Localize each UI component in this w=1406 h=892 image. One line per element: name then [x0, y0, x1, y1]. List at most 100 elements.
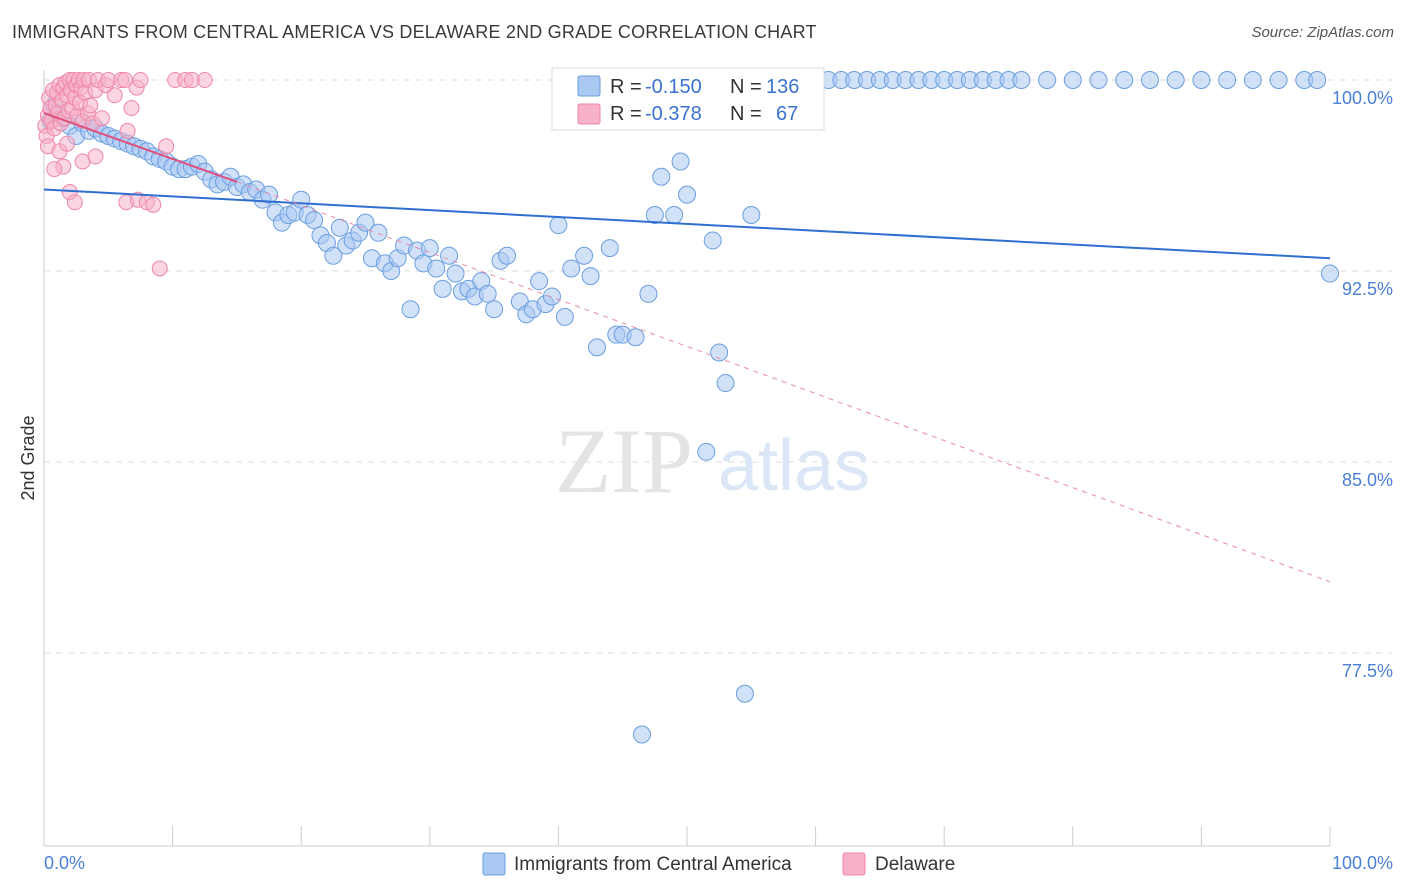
y-tick-label: 100.0%: [1332, 88, 1393, 108]
point-central-america: [678, 185, 696, 204]
point-central-america: [485, 300, 504, 319]
point-central-america: [652, 167, 671, 186]
point-delaware: [196, 72, 213, 88]
bottom-legend-swatch-blue: [482, 852, 506, 876]
watermark-atlas: atlas: [718, 426, 870, 506]
legend-swatch-pink: [577, 103, 601, 125]
point-central-america: [401, 300, 420, 319]
x-tick-label-max: 100.0%: [1332, 853, 1393, 873]
point-delaware: [93, 110, 110, 127]
point-central-america: [497, 246, 516, 265]
x-tick-label-min: 0.0%: [44, 853, 85, 873]
point-central-america: [735, 684, 754, 703]
point-central-america: [305, 211, 324, 230]
point-central-america: [1012, 71, 1031, 89]
series-delaware-points: [37, 72, 213, 277]
point-delaware: [123, 100, 140, 117]
point-central-america: [440, 246, 459, 265]
point-central-america: [369, 223, 388, 242]
point-central-america: [260, 185, 279, 204]
legend-swatch-blue: [577, 75, 601, 97]
trend-line-delaware-extension: [236, 181, 1331, 583]
legend-n-label-blue: N =: [730, 76, 762, 98]
point-central-america: [581, 267, 600, 286]
point-central-america: [420, 239, 439, 258]
point-central-america: [1115, 71, 1134, 89]
point-central-america: [433, 279, 452, 298]
x-axis-ticks: [43, 826, 1331, 846]
point-central-america: [1166, 71, 1185, 89]
point-central-america: [742, 205, 761, 224]
trend-line-central-america: [43, 188, 1331, 260]
point-central-america: [427, 259, 446, 278]
bottom-legend-label-blue: Immigrants from Central America: [514, 854, 792, 875]
point-central-america: [716, 374, 735, 393]
point-central-america: [632, 725, 651, 744]
point-central-america: [542, 287, 561, 306]
point-central-america: [645, 205, 664, 224]
point-central-america: [530, 272, 549, 291]
point-central-america: [555, 307, 574, 326]
point-central-america: [1308, 71, 1327, 89]
point-central-america: [626, 328, 645, 347]
point-delaware: [119, 122, 136, 139]
point-delaware: [46, 161, 63, 178]
trend-line-delaware: [43, 112, 238, 183]
legend-n-value-pink: 67: [776, 103, 798, 125]
correlation-legend: R = -0.150 N = 136 R = -0.378 N = 67: [551, 67, 825, 131]
y-tick-label: 92.5%: [1342, 279, 1393, 299]
point-central-america: [1218, 71, 1237, 89]
point-central-america: [587, 338, 606, 357]
bottom-legend-swatch-pink: [842, 852, 866, 876]
point-central-america: [330, 218, 349, 237]
source-label: Source: ZipAtlas.com: [1251, 24, 1394, 41]
y-tick-label: 77.5%: [1342, 661, 1393, 681]
point-central-america: [710, 343, 729, 362]
point-central-america: [575, 246, 594, 265]
point-delaware: [59, 135, 76, 152]
legend-n-label-pink: N =: [730, 103, 762, 125]
legend-r-label-pink: R =: [610, 103, 642, 125]
point-central-america: [292, 190, 311, 209]
point-delaware: [145, 196, 162, 213]
point-delaware: [66, 194, 83, 211]
point-delaware: [87, 148, 104, 165]
series-legend: Immigrants from Central America Delaware: [482, 852, 955, 876]
gridlines: [44, 79, 1392, 654]
bottom-legend-label-pink: Delaware: [875, 854, 955, 875]
point-central-america: [549, 216, 568, 235]
chart-title: IMMIGRANTS FROM CENTRAL AMERICA VS DELAW…: [12, 22, 817, 42]
point-central-america: [446, 264, 465, 283]
point-delaware: [82, 97, 99, 114]
point-central-america: [1089, 71, 1108, 89]
point-delaware: [151, 260, 168, 277]
y-tick-label: 85.0%: [1342, 470, 1393, 490]
point-central-america: [671, 152, 690, 171]
trend-lines: [43, 112, 1331, 583]
point-central-america: [1321, 264, 1339, 283]
point-delaware: [106, 87, 123, 104]
point-central-america: [697, 442, 716, 461]
point-central-america: [665, 205, 684, 224]
point-central-america: [478, 284, 497, 303]
y-tick-labels: 100.0% 92.5% 85.0% 77.5%: [1332, 88, 1393, 681]
legend-r-value-blue: -0.150: [645, 76, 702, 98]
point-central-america: [1269, 71, 1288, 89]
point-delaware: [132, 72, 149, 88]
point-central-america: [639, 284, 658, 303]
point-delaware: [158, 138, 175, 155]
point-central-america: [1192, 71, 1211, 89]
point-central-america: [703, 231, 722, 250]
watermark-zip: ZIP: [555, 410, 693, 512]
point-central-america: [600, 239, 619, 258]
point-central-america: [1063, 71, 1082, 89]
y-axis-title: 2nd Grade: [18, 415, 38, 500]
point-central-america: [1140, 71, 1159, 89]
legend-r-value-pink: -0.378: [645, 103, 702, 125]
legend-n-value-blue: 136: [766, 76, 799, 98]
point-central-america: [1038, 71, 1057, 89]
point-central-america: [1243, 71, 1262, 89]
point-central-america: [562, 259, 581, 278]
series-central-america-points: [41, 71, 1339, 744]
